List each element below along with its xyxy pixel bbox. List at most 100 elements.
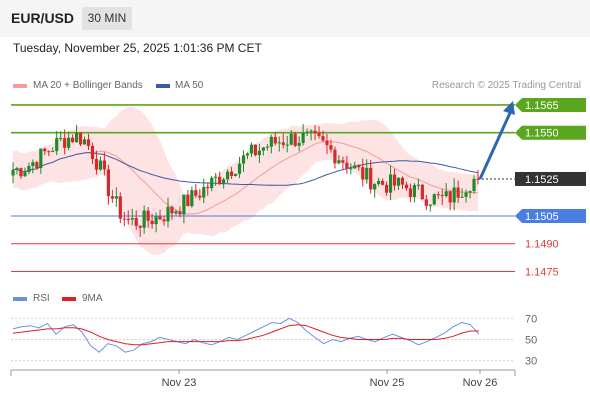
candle-body: [337, 160, 341, 164]
candle-body: [233, 173, 238, 176]
forecast-arrow: [478, 100, 515, 180]
rsi-tick-label: 70: [525, 313, 537, 325]
candle-body: [440, 195, 444, 197]
candle-body: [154, 216, 158, 225]
candle-body: [396, 177, 401, 186]
candle-body: [400, 177, 405, 185]
rsi-ma-line: [12, 324, 479, 346]
candle-body: [150, 220, 154, 225]
rsi-legend-label: RSI: [33, 293, 50, 304]
current-price-badge: [515, 171, 586, 186]
candle-body: [67, 137, 71, 148]
ma50-legend-swatch: [156, 84, 170, 88]
candle-body: [170, 206, 174, 214]
bb-legend-swatch: [13, 84, 27, 88]
level-label-resistance: 1.1550: [525, 128, 559, 140]
candle-body: [345, 162, 349, 169]
candle-body: [51, 151, 55, 153]
candle-body: [134, 218, 138, 226]
candle-body: [27, 165, 31, 173]
level-badge-support: [515, 208, 586, 223]
level-badge-resistance: [515, 97, 586, 112]
candle-body: [82, 139, 87, 145]
rsi-legend-swatch: [13, 297, 27, 301]
level-label-support: 1.1505: [525, 211, 559, 223]
candle-body: [341, 160, 345, 163]
candle-body: [174, 211, 178, 214]
candle-body: [317, 132, 321, 137]
candle-body: [214, 176, 218, 178]
bollinger-band: [13, 106, 478, 255]
candle-body: [420, 184, 424, 200]
candle-body: [452, 187, 456, 203]
candle-body: [35, 162, 39, 169]
candle-body: [468, 191, 472, 193]
candle-body: [229, 171, 234, 176]
candle-body: [114, 196, 118, 199]
candle-body: [416, 184, 420, 186]
candle-body: [31, 162, 35, 166]
candle-body: [388, 174, 393, 193]
ma50-line: [12, 152, 479, 186]
candle-body: [428, 204, 432, 206]
candle-body: [265, 146, 269, 148]
candle-body: [162, 219, 166, 222]
candle-body: [98, 160, 103, 170]
candle-body: [472, 178, 476, 192]
candle-body: [237, 163, 242, 174]
candle-body: [285, 144, 289, 146]
candle-body: [253, 144, 258, 156]
forecast-arrow-head: [503, 100, 515, 115]
candle-body: [313, 130, 317, 133]
candle-body: [71, 137, 75, 143]
candle-body: [245, 153, 250, 156]
candle-body: [138, 225, 142, 228]
x-tick-label: Nov 23: [162, 377, 197, 389]
candle-body: [126, 218, 130, 220]
timeframe-badge[interactable]: 30 MIN: [82, 7, 132, 30]
candle-body: [456, 187, 460, 198]
candle-body: [408, 188, 413, 197]
candle-body: [226, 171, 230, 180]
candle-body: [202, 187, 206, 198]
candle-body: [39, 148, 43, 169]
candle-body: [361, 167, 365, 180]
candle-body: [241, 155, 246, 164]
candle-body: [444, 191, 448, 197]
rsi-ma-legend-swatch: [62, 297, 76, 301]
candle-body: [118, 196, 122, 219]
candle-body: [448, 191, 452, 203]
candle-body: [349, 168, 353, 170]
candle-body: [222, 179, 226, 185]
rsi-tick-label: 50: [525, 335, 537, 347]
copyright: Research © 2025 Trading Central: [431, 80, 581, 91]
candles: [11, 124, 480, 237]
candle-body: [94, 159, 99, 170]
candle-body: [269, 136, 273, 147]
rsi-panel: 70 50 30: [11, 313, 537, 368]
candle-body: [261, 147, 265, 151]
candle-body: [289, 133, 293, 145]
timestamp: Tuesday, November 25, 2025 1:01:36 PM CE…: [13, 41, 262, 55]
candle-body: [384, 184, 389, 193]
candle-body: [146, 210, 150, 221]
candle-body: [210, 177, 214, 189]
candle-body: [194, 190, 198, 196]
level-label-target: 1.1490: [525, 239, 559, 251]
candle-body: [277, 142, 281, 144]
x-tick-label: Nov 25: [370, 377, 405, 389]
candle-body: [43, 148, 47, 152]
candle-body: [273, 136, 277, 144]
candle-body: [19, 168, 23, 177]
candle-body: [381, 180, 385, 185]
candle-body: [353, 165, 357, 169]
candle-body: [63, 138, 67, 148]
candle-body: [11, 169, 15, 176]
candle-body: [158, 216, 162, 220]
candle-body: [186, 194, 190, 207]
candle-body: [86, 139, 91, 146]
candle-body: [321, 136, 325, 141]
candle-body: [110, 196, 114, 199]
